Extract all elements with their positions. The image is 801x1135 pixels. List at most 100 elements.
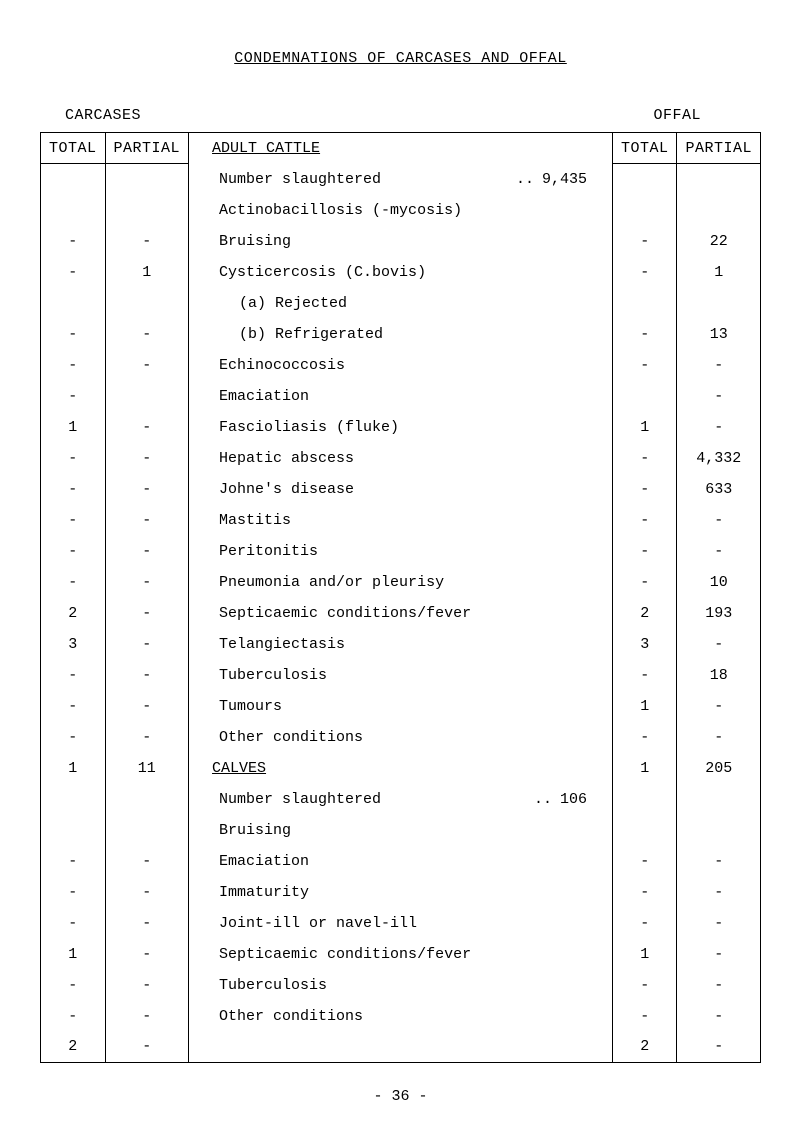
cell-total: -	[41, 505, 106, 536]
condition-label: Other conditions	[219, 1008, 612, 1025]
dots: ..	[534, 791, 552, 808]
cell-total: 1	[41, 412, 106, 443]
cell-partial: -	[677, 536, 761, 567]
cell-partial: -	[677, 629, 761, 660]
cell-total: 1	[612, 691, 677, 722]
cell-total	[41, 164, 106, 195]
condition-label: Pneumonia and/or pleurisy	[219, 574, 612, 591]
cell-total: -	[41, 381, 106, 412]
condition-row: Tuberculosis	[189, 970, 612, 1001]
cell-partial: -	[105, 319, 189, 350]
cell-partial: -	[105, 536, 189, 567]
section-headers: CARCASES OFFAL	[40, 107, 761, 124]
cell-total	[41, 784, 106, 815]
cell-total	[612, 288, 677, 319]
cell-partial: 1	[105, 257, 189, 288]
cell-total: 1	[41, 939, 106, 970]
offal-table: TOTAL PARTIAL -22-1-13---1--4,332-633---…	[612, 132, 761, 1063]
cell-total	[41, 195, 106, 226]
page-number: - 36 -	[40, 1088, 761, 1105]
cell-total	[41, 288, 106, 319]
cell-total: -	[41, 474, 106, 505]
condition-row: Other conditions	[189, 1001, 612, 1032]
condition-row: Immaturity	[189, 877, 612, 908]
condition-label: Hepatic abscess	[219, 450, 612, 467]
cell-total: -	[41, 226, 106, 257]
count-value: 9,435	[542, 171, 587, 188]
cell-total: -	[41, 350, 106, 381]
cell-partial: -	[677, 412, 761, 443]
cell-partial: -	[105, 660, 189, 691]
cell-total: -	[41, 970, 106, 1001]
condition-label: Tumours	[219, 698, 612, 715]
cell-total	[612, 195, 677, 226]
cell-total: -	[41, 1001, 106, 1032]
cell-total: -	[612, 722, 677, 753]
condition-row: Telangiectasis	[189, 629, 612, 660]
condition-label: Cysticercosis (C.bovis)	[219, 264, 612, 281]
carcases-header: CARCASES	[65, 107, 141, 124]
cell-total: 2	[612, 598, 677, 629]
cell-partial: -	[677, 1032, 761, 1063]
condition-label: Echinococcosis	[219, 357, 612, 374]
condition-row: Pneumonia and/or pleurisy	[189, 567, 612, 598]
cell-total: -	[612, 257, 677, 288]
condition-row: Tumours	[189, 691, 612, 722]
cell-total: 1	[612, 939, 677, 970]
cell-total: -	[612, 474, 677, 505]
condition-row: Johne's disease	[189, 474, 612, 505]
condition-label: Johne's disease	[219, 481, 612, 498]
condition-label: Tuberculosis	[219, 977, 612, 994]
cell-total: -	[41, 691, 106, 722]
cell-total: 2	[41, 598, 106, 629]
cell-total: 3	[612, 629, 677, 660]
condition-label: Mastitis	[219, 512, 612, 529]
cell-partial: 633	[677, 474, 761, 505]
cell-partial: 18	[677, 660, 761, 691]
cell-partial	[677, 815, 761, 846]
condition-row: Other conditions	[189, 722, 612, 753]
adult-cattle-header: ADULT CATTLE	[204, 140, 320, 157]
cell-partial: 1	[677, 257, 761, 288]
cell-total: -	[41, 319, 106, 350]
offal-partial-header: PARTIAL	[677, 133, 761, 164]
cell-total: -	[612, 970, 677, 1001]
condition-row: Septicaemic conditions/fever	[189, 598, 612, 629]
carcases-total-header: TOTAL	[41, 133, 106, 164]
condition-row: Fascioliasis (fluke)	[189, 412, 612, 443]
cell-partial	[105, 381, 189, 412]
cell-partial: -	[105, 846, 189, 877]
cell-total: -	[41, 536, 106, 567]
condition-row: (b) Refrigerated	[189, 319, 612, 350]
cell-partial: -	[105, 691, 189, 722]
cell-total: 2	[41, 1032, 106, 1063]
cell-partial: -	[105, 350, 189, 381]
condition-row: Cysticercosis (C.bovis)	[189, 257, 612, 288]
cell-total	[612, 381, 677, 412]
condition-label: (a) Rejected	[239, 295, 612, 312]
cell-total: -	[41, 908, 106, 939]
cell-partial: -	[105, 412, 189, 443]
table-container: TOTAL PARTIAL ---1-----1-----------2-3--…	[40, 132, 761, 1063]
count-value: 106	[560, 791, 587, 808]
condition-label: Emaciation	[219, 388, 612, 405]
cell-partial: -	[105, 722, 189, 753]
condition-label: Peritonitis	[219, 543, 612, 560]
condition-label: (b) Refrigerated	[239, 326, 612, 343]
cell-total: 3	[41, 629, 106, 660]
dots: ..	[516, 171, 534, 188]
cell-total: -	[41, 877, 106, 908]
cell-total: -	[41, 257, 106, 288]
cell-partial: 4,332	[677, 443, 761, 474]
condition-label: Actinobacillosis (-mycosis)	[219, 202, 612, 219]
cell-partial: -	[105, 226, 189, 257]
cell-partial: -	[677, 350, 761, 381]
condition-label: Septicaemic conditions/fever	[219, 605, 612, 622]
cell-partial	[105, 164, 189, 195]
cell-partial	[677, 195, 761, 226]
cell-total: -	[612, 443, 677, 474]
cell-partial	[677, 784, 761, 815]
cell-total: -	[612, 908, 677, 939]
cell-partial: -	[677, 381, 761, 412]
cell-partial: 193	[677, 598, 761, 629]
